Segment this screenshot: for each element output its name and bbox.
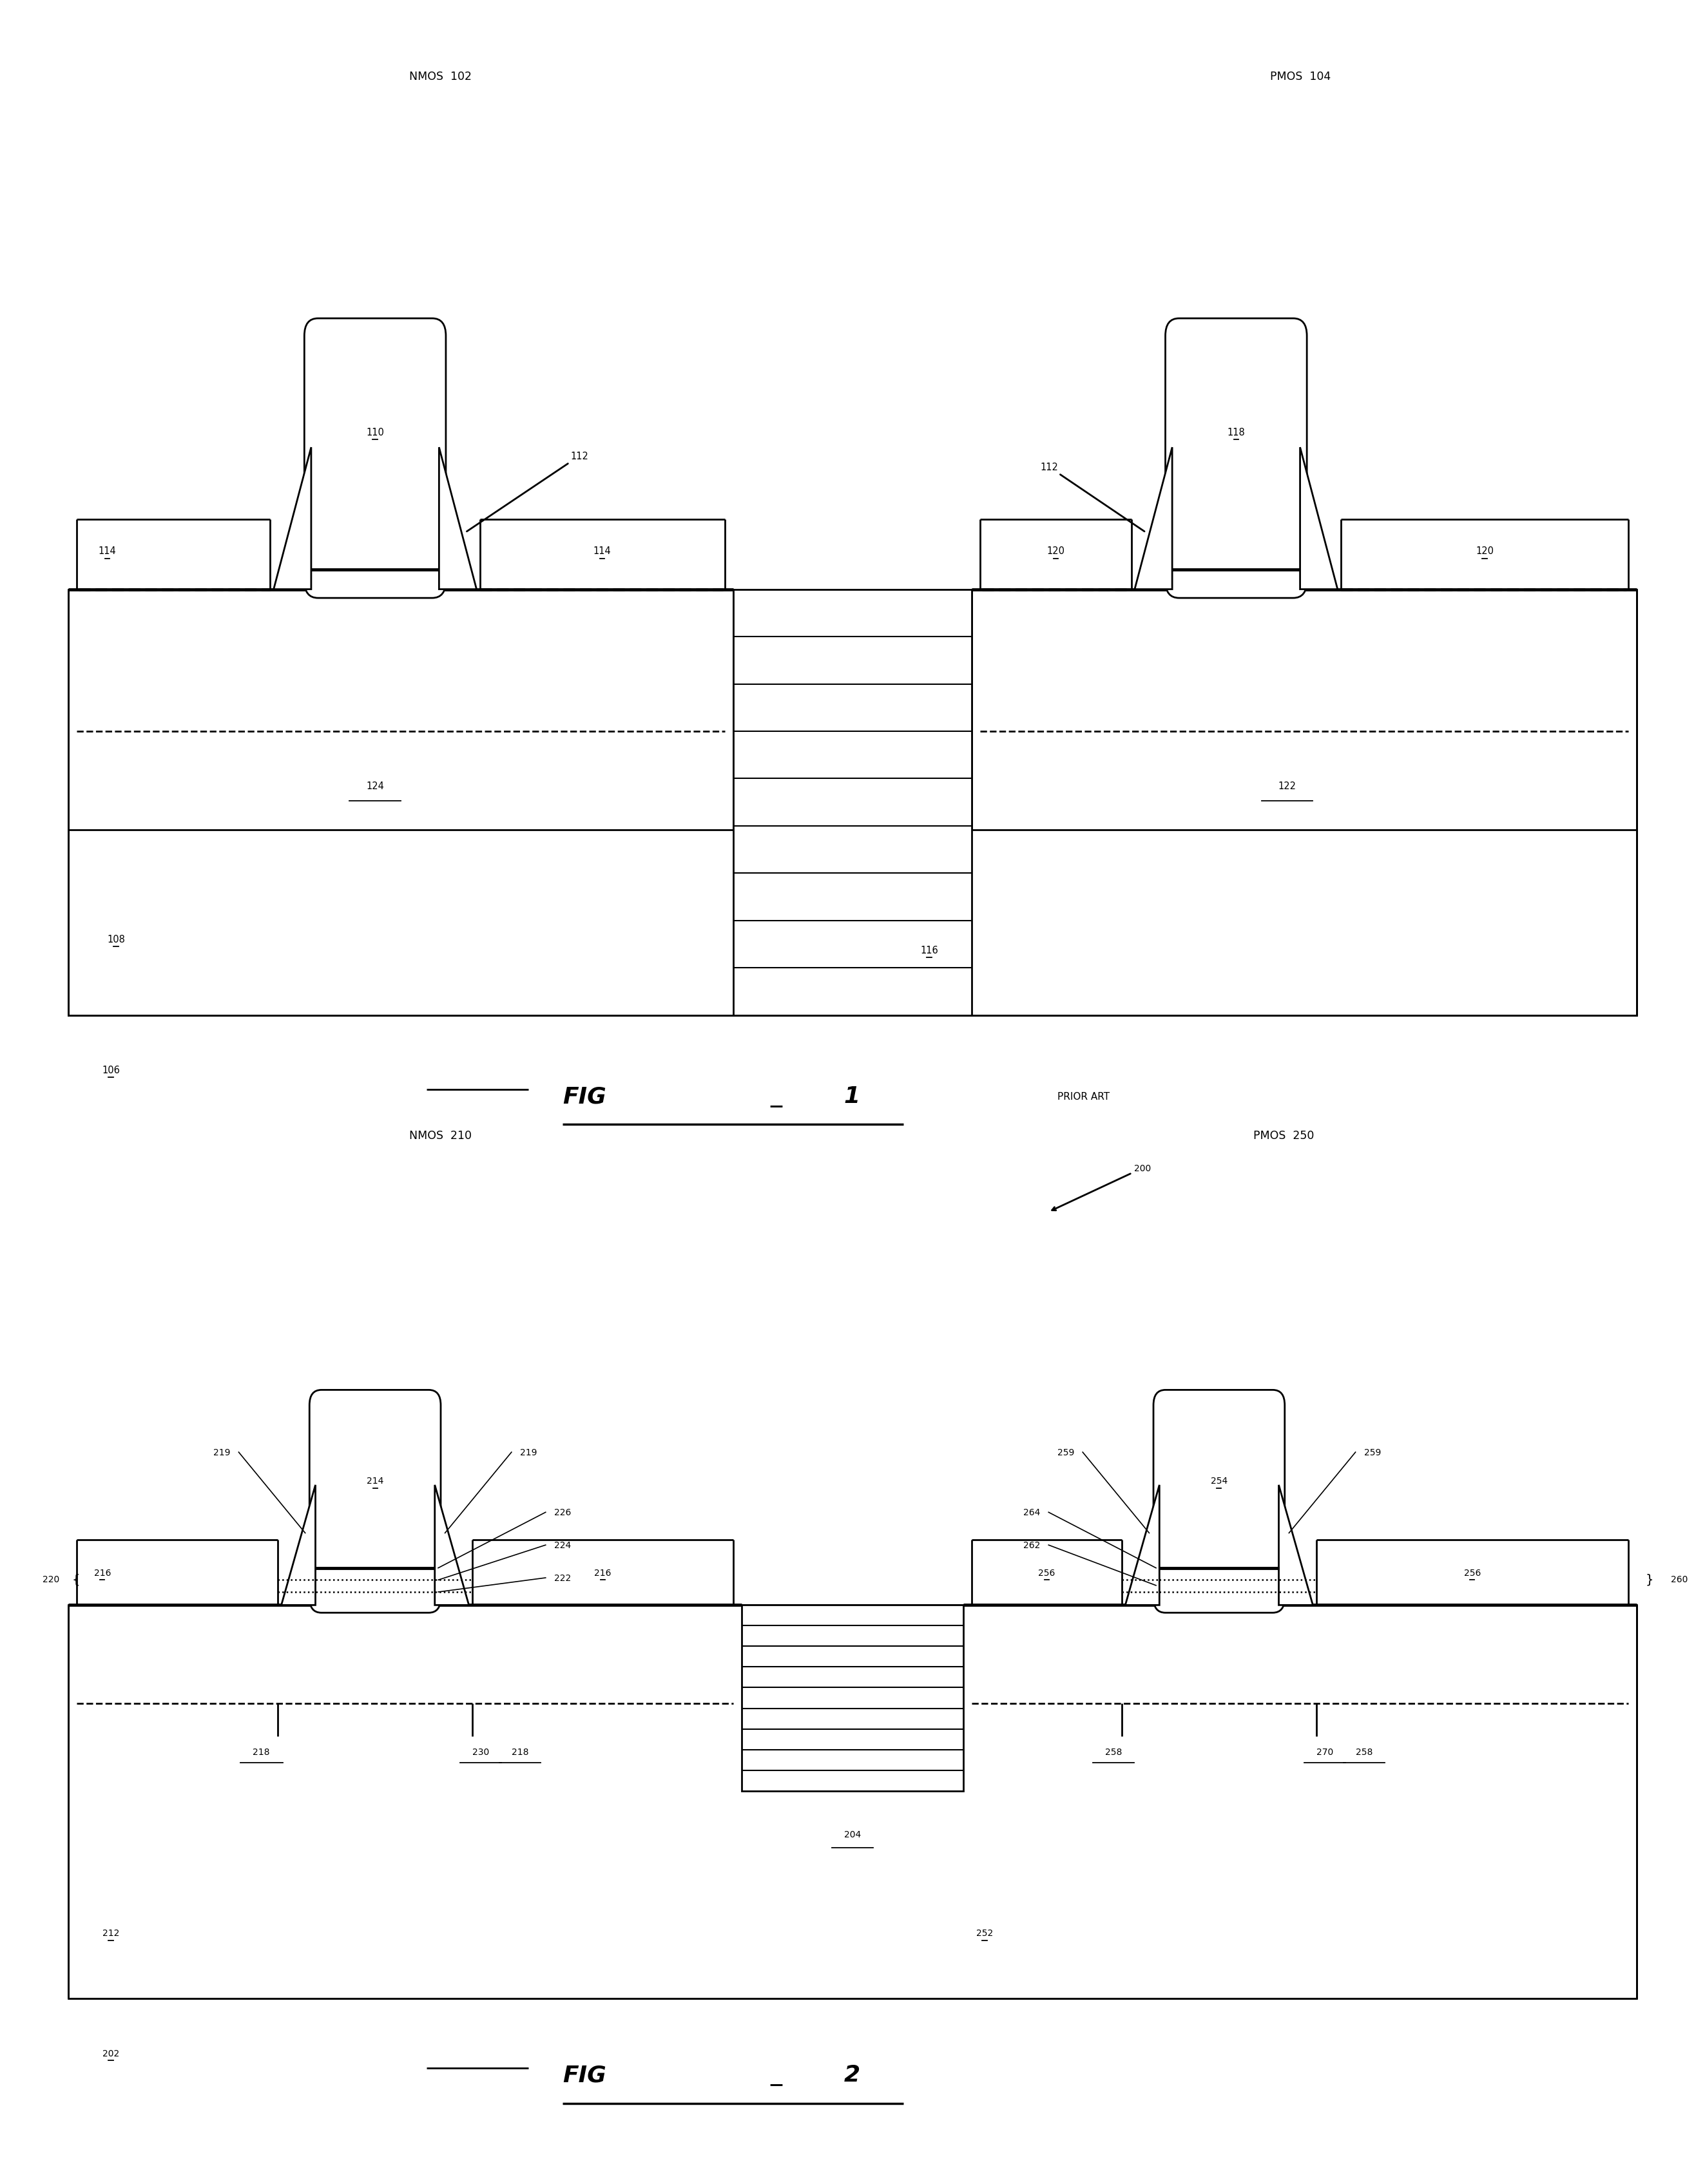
Text: 230: 230 [472, 1747, 489, 1756]
Text: 1: 1 [844, 1085, 859, 1107]
Text: 216: 216 [94, 1568, 111, 1577]
Polygon shape [435, 1485, 469, 1605]
Text: PMOS  104: PMOS 104 [1270, 70, 1332, 83]
FancyBboxPatch shape [1154, 1391, 1286, 1612]
Bar [68, 1605, 1637, 1998]
Text: _: _ [771, 1085, 781, 1107]
Text: 120: 120 [1475, 546, 1494, 557]
Polygon shape [1279, 1485, 1313, 1605]
Text: 256: 256 [1038, 1568, 1055, 1577]
Text: {: { [72, 1572, 80, 1586]
Polygon shape [281, 1485, 315, 1605]
Text: 202: 202 [102, 2049, 119, 2057]
Text: 219: 219 [213, 1448, 230, 1457]
Bar [68, 590, 733, 1016]
Text: 204: 204 [844, 1830, 861, 1839]
Text: 262: 262 [1023, 1540, 1040, 1551]
Polygon shape [1301, 448, 1338, 590]
Polygon shape [1136, 448, 1173, 590]
Text: 110: 110 [367, 428, 384, 437]
Text: 258: 258 [1105, 1747, 1122, 1756]
Bar [68, 830, 1637, 1016]
FancyBboxPatch shape [1166, 319, 1306, 598]
Polygon shape [275, 448, 312, 590]
Text: 220: 220 [43, 1575, 60, 1583]
Bar [742, 1605, 963, 1791]
Text: _: _ [771, 2064, 781, 2086]
Bar [972, 590, 1637, 1016]
Text: 264: 264 [1023, 1507, 1040, 1518]
Text: 108: 108 [107, 935, 124, 943]
Text: FIG: FIG [563, 2064, 607, 2086]
Text: 212: 212 [102, 1928, 119, 1937]
Text: 106: 106 [102, 1066, 119, 1075]
Text: 258: 258 [1355, 1747, 1373, 1756]
Text: 114: 114 [593, 546, 610, 557]
Text: 259: 259 [1364, 1448, 1381, 1457]
Text: 200: 200 [1052, 1164, 1151, 1210]
Text: 219: 219 [520, 1448, 537, 1457]
Text: PMOS  250: PMOS 250 [1253, 1129, 1315, 1142]
Text: 259: 259 [1057, 1448, 1074, 1457]
Polygon shape [1125, 1485, 1159, 1605]
Text: 256: 256 [1465, 1568, 1480, 1577]
FancyBboxPatch shape [305, 319, 447, 598]
Text: NMOS  210: NMOS 210 [409, 1129, 472, 1142]
Text: 112: 112 [467, 452, 588, 533]
Text: 254: 254 [1211, 1476, 1228, 1485]
Text: 224: 224 [554, 1540, 571, 1551]
Text: 118: 118 [1228, 428, 1245, 437]
Text: 222: 222 [554, 1572, 571, 1583]
Text: 252: 252 [977, 1928, 992, 1937]
Text: }: } [1645, 1572, 1654, 1586]
Text: 2: 2 [844, 2064, 859, 2086]
FancyBboxPatch shape [310, 1391, 440, 1612]
Text: 114: 114 [99, 546, 116, 557]
Bar [733, 590, 972, 1016]
Text: 214: 214 [367, 1476, 384, 1485]
Text: PRIOR ART: PRIOR ART [1057, 1092, 1110, 1101]
Text: FIG: FIG [563, 1085, 607, 1107]
Text: 226: 226 [554, 1507, 571, 1518]
Polygon shape [440, 448, 477, 590]
Text: 116: 116 [921, 946, 938, 954]
Text: 124: 124 [367, 782, 384, 791]
Text: 270: 270 [1316, 1747, 1333, 1756]
Text: 260: 260 [1671, 1575, 1688, 1583]
Text: 120: 120 [1047, 546, 1066, 557]
Text: 218: 218 [252, 1747, 269, 1756]
Text: 122: 122 [1279, 782, 1296, 791]
Text: 112: 112 [1040, 463, 1144, 533]
Text: 216: 216 [593, 1568, 612, 1577]
Text: NMOS  102: NMOS 102 [409, 70, 472, 83]
Text: 218: 218 [511, 1747, 529, 1756]
